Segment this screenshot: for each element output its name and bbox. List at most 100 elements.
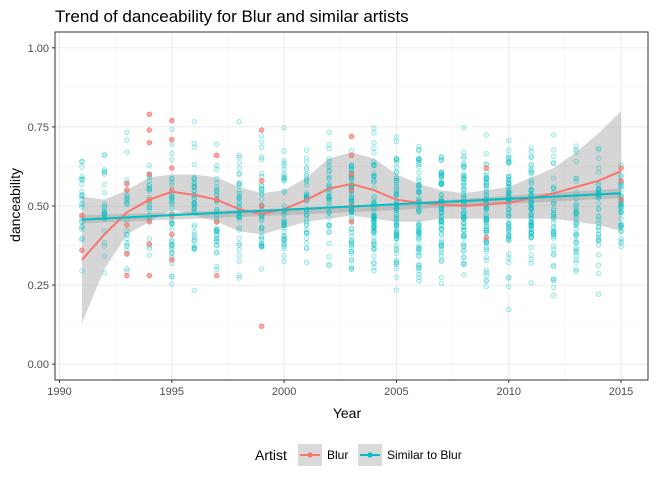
data-point-similar (528, 230, 534, 236)
data-point-similar (281, 171, 287, 177)
data-point-similar (573, 203, 579, 210)
data-point-similar (281, 221, 287, 228)
data-point-similar (528, 199, 534, 205)
data-point-similar (79, 173, 85, 180)
data-point-similar (506, 283, 512, 290)
data-point-similar (101, 207, 108, 213)
data-point-similar (124, 197, 130, 203)
data-point-similar (438, 274, 444, 281)
data-point-similar (191, 184, 197, 190)
data-point-similar (191, 224, 197, 230)
data-point-similar (101, 171, 108, 177)
data-point-similar (348, 226, 355, 233)
data-point-blur (124, 181, 130, 187)
data-point-similar (348, 194, 355, 200)
data-point-similar (438, 172, 444, 178)
data-point-similar (169, 250, 175, 257)
data-point-similar (348, 208, 355, 215)
data-point-similar (438, 231, 444, 238)
data-point-similar (595, 155, 602, 161)
data-point-similar (79, 181, 85, 187)
data-point-blur (146, 111, 153, 118)
data-point-similar (124, 236, 130, 242)
data-point-similar (326, 196, 332, 202)
data-point-similar (461, 233, 467, 239)
data-point-similar (483, 213, 489, 219)
data-point-similar (393, 228, 400, 234)
data-point-similar (573, 268, 579, 275)
data-point-similar (326, 229, 332, 236)
data-point-similar (393, 186, 400, 193)
data-point-similar (573, 233, 579, 239)
data-point-similar (236, 242, 242, 248)
data-point-similar (416, 147, 422, 153)
data-point-similar (595, 181, 602, 187)
data-point-similar (101, 209, 108, 215)
data-point-similar (326, 222, 332, 228)
data-point-similar (438, 218, 444, 225)
data-point-similar (371, 247, 377, 253)
data-point-similar (528, 218, 534, 225)
data-point-similar (595, 186, 602, 192)
data-point-similar (393, 207, 400, 213)
data-point-similar (595, 237, 602, 244)
data-point-similar (461, 272, 467, 278)
data-point-similar (461, 170, 467, 177)
data-point-similar (438, 239, 444, 246)
data-point-similar (528, 177, 534, 183)
data-point-similar (573, 208, 579, 214)
data-point-similar (393, 156, 400, 162)
data-point-similar (483, 182, 489, 189)
data-point-similar (371, 209, 377, 215)
data-point-similar (281, 241, 287, 248)
data-point-similar (573, 220, 579, 227)
data-point-similar (326, 190, 332, 196)
data-point-similar (79, 224, 85, 230)
data-point-similar (146, 178, 152, 184)
data-point-similar (528, 166, 534, 172)
data-point-similar (551, 216, 557, 222)
data-point-blur (146, 219, 153, 225)
data-point-similar (573, 244, 579, 251)
data-point-similar (416, 155, 422, 161)
data-point-similar (438, 221, 444, 228)
data-point-similar (348, 164, 355, 170)
data-point-similar (191, 235, 197, 241)
data-point-similar (416, 189, 422, 195)
data-point-similar (169, 246, 175, 253)
data-point-similar (236, 247, 242, 253)
data-point-similar (393, 235, 400, 242)
data-point-similar (348, 148, 355, 154)
data-point-similar (281, 157, 287, 164)
data-point-similar (191, 175, 197, 182)
data-point-blur (258, 323, 265, 329)
data-point-similar (483, 217, 489, 223)
data-point-similar (303, 222, 310, 228)
data-point-similar (236, 213, 242, 219)
data-point-similar (169, 179, 175, 185)
data-point-similar (461, 214, 467, 220)
data-point-similar (393, 236, 400, 242)
data-point-similar (461, 223, 467, 230)
data-point-similar (416, 228, 422, 234)
data-point-similar (303, 179, 310, 185)
data-point-similar (483, 217, 489, 224)
data-point-similar (573, 195, 579, 202)
data-point-similar (259, 196, 265, 202)
data-point-similar (618, 210, 624, 216)
data-point-similar (393, 179, 400, 185)
data-point-similar (348, 248, 355, 254)
data-point-similar (528, 205, 534, 212)
data-point-similar (618, 229, 624, 235)
data-point-similar (483, 220, 489, 227)
data-point-similar (573, 230, 579, 236)
data-point-similar (281, 188, 287, 194)
data-point-similar (483, 248, 489, 254)
data-point-similar (236, 180, 242, 187)
data-point-similar (461, 233, 467, 240)
data-point-similar (528, 234, 534, 240)
data-point-similar (528, 188, 534, 194)
data-point-similar (169, 196, 175, 202)
data-point-similar (461, 153, 467, 159)
